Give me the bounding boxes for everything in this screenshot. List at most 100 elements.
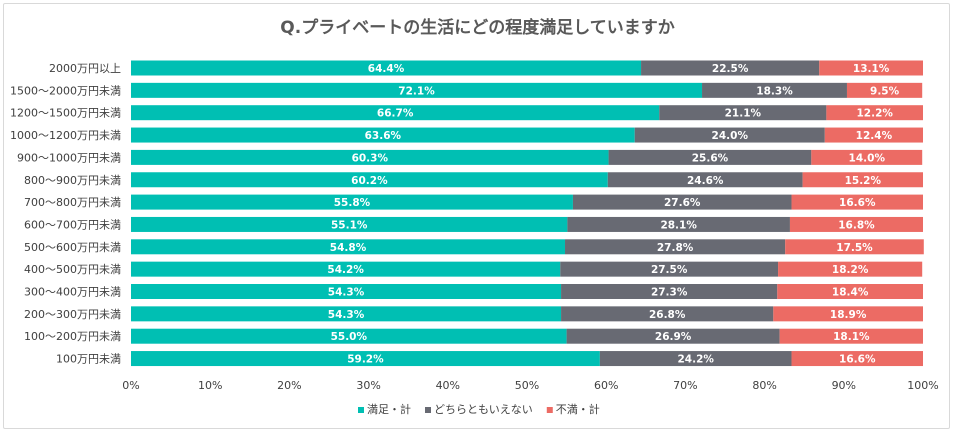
data-label: 64.4% bbox=[368, 63, 405, 75]
bar-segment bbox=[565, 239, 786, 255]
data-label: 54.2% bbox=[327, 264, 364, 276]
bar-segment bbox=[599, 351, 792, 367]
x-tick-label: 0% bbox=[122, 379, 139, 392]
data-label: 27.5% bbox=[651, 264, 688, 276]
bar-segment bbox=[131, 149, 609, 165]
data-label: 25.6% bbox=[692, 152, 729, 164]
bar-segment bbox=[131, 194, 573, 210]
data-label: 24.0% bbox=[712, 130, 749, 142]
bar-segment bbox=[789, 216, 923, 232]
data-label: 18.4% bbox=[832, 287, 869, 299]
category-label: 100万円未満 bbox=[56, 353, 121, 366]
data-label: 54.3% bbox=[328, 309, 365, 321]
bar-segment bbox=[131, 82, 703, 98]
bar-segment bbox=[779, 328, 923, 344]
bar-segment bbox=[131, 105, 660, 121]
data-label: 54.3% bbox=[328, 287, 365, 299]
bar-segment bbox=[791, 194, 923, 210]
bar-segment bbox=[131, 261, 561, 277]
category-label: 1500～2000万円未満 bbox=[10, 84, 121, 97]
legend-swatch bbox=[358, 407, 364, 413]
x-tick-label: 100% bbox=[907, 379, 938, 392]
data-label: 15.2% bbox=[845, 175, 882, 187]
bar-segment bbox=[131, 306, 562, 322]
bar-segment bbox=[802, 172, 923, 188]
category-label: 800～900万円未満 bbox=[24, 174, 121, 187]
data-label: 55.0% bbox=[331, 331, 368, 343]
bar-segment bbox=[561, 284, 778, 299]
legend-label: 不満・計 bbox=[556, 402, 600, 416]
data-label: 26.8% bbox=[649, 309, 686, 321]
data-label: 60.3% bbox=[352, 152, 389, 164]
category-label: 500～600万円未満 bbox=[24, 241, 121, 254]
bar-segment bbox=[608, 149, 812, 165]
data-label: 18.1% bbox=[833, 331, 870, 343]
bar-segment bbox=[131, 60, 642, 76]
data-label: 63.6% bbox=[365, 130, 402, 142]
x-tick-label: 50% bbox=[515, 379, 539, 392]
legend-swatch bbox=[546, 407, 553, 413]
data-label: 12.2% bbox=[856, 108, 893, 120]
bar-segment bbox=[777, 284, 923, 299]
legend-label: 満足・計 bbox=[367, 402, 411, 416]
x-tick-label: 40% bbox=[436, 379, 460, 392]
data-label: 13.1% bbox=[853, 63, 890, 75]
bar-segment bbox=[131, 239, 566, 255]
data-label: 22.5% bbox=[712, 63, 749, 75]
data-label: 66.7% bbox=[377, 108, 414, 120]
data-label: 17.5% bbox=[836, 242, 873, 254]
data-label: 27.3% bbox=[651, 287, 688, 299]
data-label: 54.8% bbox=[330, 242, 367, 254]
data-label: 60.2% bbox=[351, 175, 388, 187]
data-label: 16.6% bbox=[839, 354, 876, 366]
bar-segment bbox=[634, 127, 825, 143]
category-label: 1200～1500万円未満 bbox=[10, 107, 121, 120]
bar-segment bbox=[778, 261, 923, 277]
bar-segment bbox=[811, 149, 923, 165]
category-label: 700～800万円未満 bbox=[24, 196, 121, 209]
bar-segment bbox=[846, 82, 923, 98]
bar-segment bbox=[826, 105, 923, 121]
data-label: 72.1% bbox=[398, 85, 435, 97]
data-label: 55.1% bbox=[331, 219, 368, 231]
bar-segment bbox=[785, 239, 924, 255]
bar-segment bbox=[131, 172, 608, 188]
bar-segment bbox=[131, 328, 567, 344]
bar-segment bbox=[824, 127, 923, 143]
category-label: 1000～1200万円未満 bbox=[10, 129, 121, 142]
data-label: 12.4% bbox=[856, 130, 893, 142]
bar-segment bbox=[567, 216, 790, 232]
bar-segment bbox=[819, 60, 923, 76]
category-label: 2000万円以上 bbox=[49, 62, 121, 75]
bar-segment bbox=[641, 60, 820, 76]
data-label: 18.9% bbox=[830, 309, 867, 321]
data-label: 59.2% bbox=[347, 354, 384, 366]
bar-segment bbox=[131, 127, 635, 143]
data-label: 16.8% bbox=[838, 219, 875, 231]
category-label: 600～700万円未満 bbox=[24, 218, 121, 231]
bar-segment bbox=[607, 172, 803, 188]
x-tick-label: 80% bbox=[752, 379, 776, 392]
data-label: 24.6% bbox=[687, 175, 724, 187]
bar-segment bbox=[572, 194, 792, 210]
bar-segment bbox=[560, 261, 779, 277]
bar-segment bbox=[561, 306, 774, 322]
data-label: 28.1% bbox=[660, 219, 697, 231]
bar-segment bbox=[773, 306, 923, 322]
category-label: 200～300万円未満 bbox=[24, 308, 121, 321]
data-label: 18.2% bbox=[832, 264, 869, 276]
data-label: 26.9% bbox=[655, 331, 692, 343]
bar-segment bbox=[131, 216, 568, 232]
category-label: 400～500万円未満 bbox=[24, 263, 121, 276]
data-label: 21.1% bbox=[725, 108, 762, 120]
category-label: 300～400万円未満 bbox=[24, 286, 121, 299]
x-tick-label: 10% bbox=[198, 379, 222, 392]
data-label: 14.0% bbox=[849, 152, 886, 164]
x-tick-label: 60% bbox=[594, 379, 618, 392]
x-tick-label: 20% bbox=[277, 379, 301, 392]
x-tick-label: 90% bbox=[832, 379, 856, 392]
bar-segment bbox=[131, 351, 600, 367]
legend-swatch bbox=[425, 407, 431, 413]
bar-segment bbox=[702, 82, 847, 98]
